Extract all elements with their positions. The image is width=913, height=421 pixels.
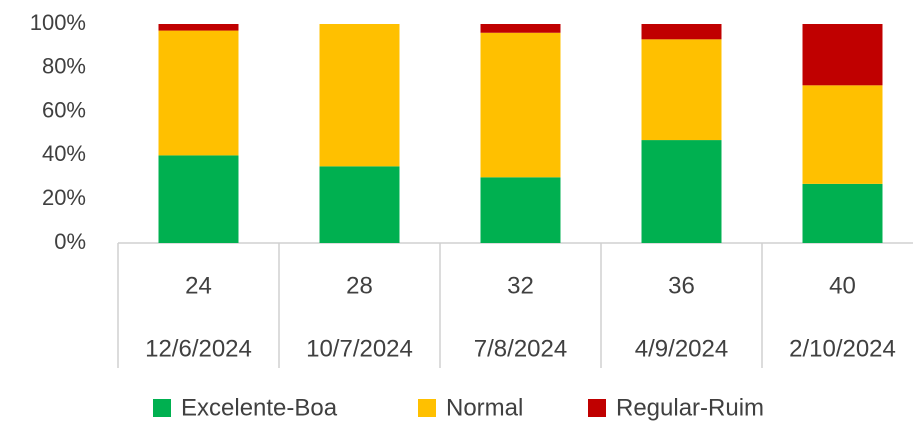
y-tick-label: 0% [54,229,86,254]
bar-segment [641,24,722,40]
legend-swatch [588,399,606,417]
y-tick-label: 100% [30,10,86,35]
x-tick-label: 36 [668,272,695,299]
legend-label: Regular-Ruim [616,394,764,421]
y-tick-label: 80% [42,54,86,79]
legend-label: Normal [446,394,523,421]
x-tick-label: 32 [507,272,534,299]
legend-swatch [418,399,436,417]
y-tick-label: 20% [42,185,86,210]
legend-swatch [153,399,171,417]
bar-segment [641,39,722,141]
x-tick-label: 40 [829,272,856,299]
bar-segment [641,140,722,243]
bar-segment [802,85,883,184]
x-tick-sublabel: 2/10/2024 [789,335,896,362]
legend-label: Excelente-Boa [181,394,338,421]
bar-segment [158,30,239,156]
x-tick-sublabel: 7/8/2024 [474,335,567,362]
y-tick-label: 60% [42,97,86,122]
y-tick-label: 40% [42,141,86,166]
x-tick-label: 24 [185,272,212,299]
x-tick-sublabel: 12/6/2024 [145,335,252,362]
bar-segment [158,24,239,31]
bar-segment [319,166,400,243]
bar-segment [158,155,239,243]
x-tick-label: 28 [346,272,373,299]
bar-segment [480,32,561,178]
bar-segment [802,183,883,243]
x-tick-sublabel: 4/9/2024 [635,335,728,362]
x-tick-sublabel: 10/7/2024 [306,335,413,362]
bar-segment [480,177,561,243]
bar-segment [480,24,561,33]
bar-segment [319,24,400,167]
bar-segment [802,24,883,86]
